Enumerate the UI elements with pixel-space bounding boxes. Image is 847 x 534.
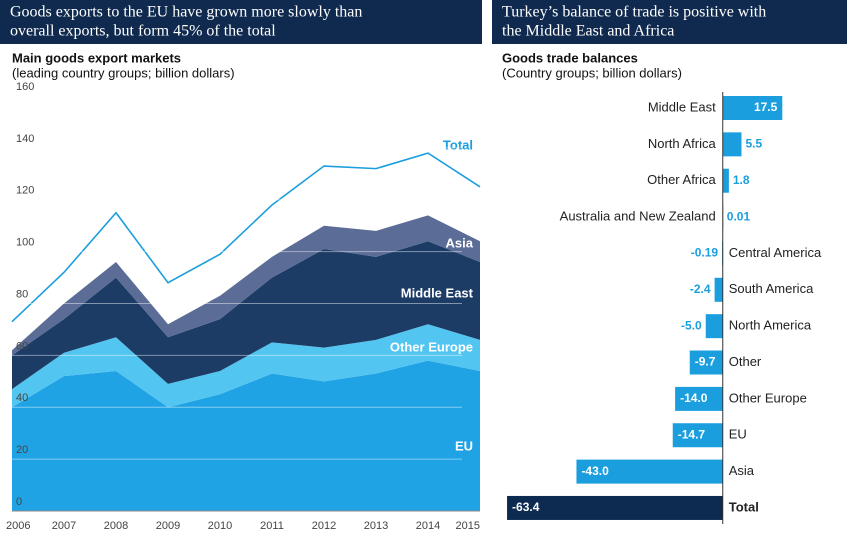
value-label: -14.7 — [678, 427, 706, 441]
y-tick-label: 140 — [16, 133, 34, 145]
bar — [576, 459, 723, 484]
bar-chart: Middle East 17.5 North Africa 5.5 Other Afri… — [507, 92, 822, 524]
subtitle: (leading country groups; billion dollars… — [12, 65, 235, 80]
value-label: -0.19 — [691, 246, 719, 260]
area — [12, 360, 480, 511]
y-tick-label: 120 — [16, 185, 34, 197]
y-tick-label: 0 — [16, 496, 22, 508]
x-tick-label: 2015 — [456, 520, 480, 532]
category-label: Central America — [729, 245, 822, 260]
category-label: EU — [729, 427, 747, 442]
value-label: -2.4 — [690, 282, 711, 296]
x-tick-label: 2006 — [6, 520, 30, 532]
category-label: Middle East — [648, 99, 716, 114]
subtitle: Goods trade balances — [502, 50, 638, 65]
bar — [705, 314, 723, 339]
chart-title: Goods exports to the EU have grown more … — [10, 4, 362, 21]
category-label: North America — [729, 318, 812, 333]
bar — [722, 96, 783, 120]
value-label: 5.5 — [745, 137, 762, 151]
chart-title: overall exports, but form 45% of the tot… — [10, 23, 276, 40]
category-label: Asia — [729, 463, 755, 478]
area — [12, 241, 480, 390]
x-tick-label: 2007 — [52, 520, 76, 532]
bar — [689, 350, 723, 375]
x-tick-label: 2014 — [416, 520, 440, 532]
category-label: Other Africa — [647, 172, 716, 187]
category-label: Total — [729, 499, 759, 514]
bar — [675, 386, 723, 411]
x-tick-label: 2011 — [260, 520, 284, 532]
value-label: 0.01 — [727, 209, 751, 223]
category-label: South America — [729, 281, 814, 296]
area — [12, 215, 480, 356]
subtitle: Main goods export markets — [12, 50, 181, 65]
x-tick-label: 2008 — [104, 520, 128, 532]
area — [12, 324, 480, 408]
x-tick-label: 2012 — [312, 520, 336, 532]
value-label: -5.0 — [681, 318, 702, 332]
header-bar — [492, 0, 847, 44]
bar — [507, 495, 723, 520]
series-label: Asia — [446, 235, 474, 250]
y-tick-label: 60 — [16, 340, 28, 352]
area-chart: EU Other Europe Middle East Asia Total 0 20 40 6… — [6, 81, 481, 532]
value-label: -43.0 — [581, 464, 609, 478]
value-label: -63.4 — [512, 500, 540, 514]
y-tick-label: 40 — [16, 392, 28, 404]
value-label: -14.0 — [680, 391, 708, 405]
bar — [714, 277, 723, 302]
category-label: North Africa — [648, 136, 717, 151]
value-label: 17.5 — [754, 100, 778, 114]
y-tick-label: 100 — [16, 237, 34, 249]
total-line — [11, 152, 481, 323]
category-label: Other — [729, 354, 762, 369]
series-label: Total — [443, 137, 473, 152]
y-tick-label: 20 — [16, 444, 28, 456]
subtitle: (Country groups; billion dollars) — [502, 65, 682, 80]
x-tick-label: 2010 — [208, 520, 232, 532]
series-label: Other Europe — [390, 339, 473, 354]
x-tick-label: 2013 — [364, 520, 388, 532]
bar — [672, 423, 723, 448]
bar — [722, 132, 742, 157]
x-tick-label: 2009 — [156, 520, 180, 532]
header-bar — [0, 0, 482, 44]
series-label: Middle East — [401, 285, 474, 300]
bar — [722, 168, 729, 193]
value-label: -9.7 — [695, 355, 716, 369]
category-label: Other Europe — [729, 390, 807, 405]
chart-title: Turkey’s balance of trade is positive wi… — [502, 4, 766, 21]
chart-title: the Middle East and Africa — [502, 23, 674, 40]
category-label: Australia and New Zealand — [560, 209, 716, 224]
series-label: EU — [455, 438, 473, 453]
y-tick-label: 160 — [16, 81, 34, 93]
y-tick-label: 80 — [16, 288, 28, 300]
value-label: 1.8 — [733, 173, 750, 187]
